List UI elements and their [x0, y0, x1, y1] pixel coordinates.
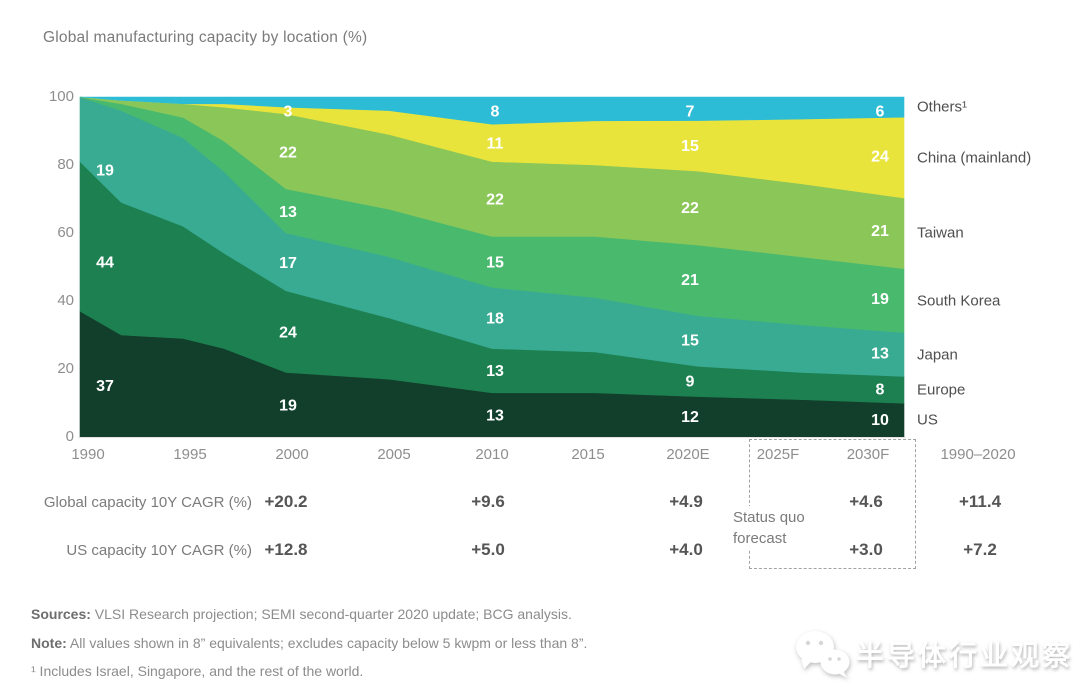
- value-label-2030-china-mainland-: 24: [871, 149, 889, 166]
- x-axis-tick: 1995: [173, 446, 207, 463]
- x-axis-tick: 1990: [71, 446, 105, 463]
- legend-item-europe: Europe: [917, 381, 966, 399]
- footer-note-text: All values shown in 8” equivalents; excl…: [66, 635, 588, 651]
- cagr-row-label: US capacity 10Y CAGR (%): [66, 542, 252, 559]
- cagr-value-2010: +5.0: [471, 540, 505, 559]
- value-label-2000-south-korea: 13: [279, 204, 297, 221]
- value-label-2000-others: 3: [284, 104, 293, 121]
- cagr-value-1990–2020: +7.2: [963, 540, 997, 559]
- value-label-2030-south-korea: 19: [871, 291, 889, 308]
- status-quo-note: Status quo forecast: [730, 506, 808, 550]
- value-label-2010-japan: 18: [486, 311, 504, 328]
- legend-item-others: Others¹: [917, 98, 968, 116]
- legend-item-taiwan: Taiwan: [917, 224, 964, 242]
- legend-item-us: US: [917, 411, 938, 429]
- x-axis-tick: 2020E: [666, 446, 710, 463]
- value-label-2020-china-mainland-: 15: [681, 138, 699, 155]
- x-axis-tick: 2005: [377, 446, 411, 463]
- value-label-2010-china-mainland-: 11: [487, 135, 504, 152]
- y-axis-tick: 40: [57, 292, 74, 309]
- value-label-2020-europe: 9: [686, 373, 695, 390]
- legend-item-japan: Japan: [917, 346, 958, 364]
- watermark: 半导体行业观察: [792, 626, 1072, 682]
- value-label-2030-us: 10: [871, 412, 889, 429]
- footer-sources: Sources: VLSI Research projection; SEMI …: [31, 606, 572, 622]
- y-axis-tick: 20: [57, 360, 74, 377]
- y-axis-tick: 80: [57, 156, 74, 173]
- x-axis-baseline: [78, 437, 906, 438]
- y-axis-tick: 60: [57, 224, 74, 241]
- value-label-2030-taiwan: 21: [871, 223, 889, 240]
- x-axis-tick: 2000: [275, 446, 309, 463]
- watermark-text: 半导体行业观察: [856, 640, 1074, 671]
- value-label-2010-others: 8: [491, 104, 500, 121]
- value-label-1990-japan: 19: [96, 162, 114, 179]
- value-label-2000-us: 19: [279, 397, 297, 414]
- value-label-1990-europe: 44: [96, 254, 114, 271]
- cagr-value-2000: +12.8: [264, 540, 308, 559]
- value-label-2030-europe: 8: [876, 381, 885, 398]
- value-label-2010-europe: 13: [486, 363, 504, 380]
- value-label-2010-taiwan: 22: [486, 192, 504, 209]
- value-label-2010-south-korea: 15: [486, 255, 504, 272]
- value-label-2030-japan: 13: [871, 346, 889, 363]
- value-label-2020-others: 7: [686, 104, 695, 121]
- status-quo-forecast-box: [749, 439, 916, 569]
- value-label-2020-us: 12: [681, 409, 699, 426]
- cagr-value-2010: +9.6: [471, 492, 505, 511]
- legend-item-china-mainland-: China (mainland): [917, 149, 1032, 167]
- value-label-2000-taiwan: 22: [279, 144, 297, 161]
- x-axis-tick: 2025F: [756, 446, 800, 463]
- value-label-2020-south-korea: 21: [681, 272, 699, 289]
- legend-item-south-korea: South Korea: [917, 292, 1001, 310]
- value-label-2020-japan: 15: [681, 332, 699, 349]
- status-quo-note-line2: forecast: [733, 530, 787, 547]
- x-axis-tick: 2030F: [846, 446, 890, 463]
- cagr-value-1990–2020: +11.4: [958, 492, 1002, 511]
- footer-note-label: Note:: [31, 635, 67, 651]
- footer-sources-text: VLSI Research projection; SEMI second-qu…: [90, 606, 572, 622]
- y-axis-tick: 100: [48, 88, 74, 105]
- footer-note: Note: All values shown in 8” equivalents…: [31, 635, 587, 651]
- x-axis-tick: 2010: [475, 446, 509, 463]
- value-label-2030-others: 6: [876, 104, 885, 121]
- cagr-value-2020E: +4.9: [669, 492, 703, 511]
- cagr-row-label: Global capacity 10Y CAGR (%): [43, 494, 252, 511]
- chart-title: Global manufacturing capacity by locatio…: [43, 29, 368, 46]
- footer-footnote: ¹ Includes Israel, Singapore, and the re…: [31, 663, 364, 679]
- cagr-value-2000: +20.2: [264, 492, 308, 511]
- area-band-others: [79, 96, 905, 125]
- y-axis-tick: 0: [65, 428, 74, 445]
- value-label-2000-europe: 24: [279, 324, 297, 341]
- wechat-icon: [796, 631, 850, 678]
- period-column-label: 1990–2020: [940, 446, 1016, 463]
- value-label-2010-us: 13: [486, 407, 504, 424]
- cagr-value-2030F: +3.0: [849, 540, 883, 559]
- footer-sources-label: Sources:: [31, 606, 91, 622]
- status-quo-note-line1: Status quo: [733, 509, 805, 526]
- x-axis-tick: 2015: [571, 446, 605, 463]
- value-label-2000-japan: 17: [279, 255, 297, 272]
- value-label-1990-us: 37: [96, 378, 114, 395]
- cagr-value-2030F: +4.6: [849, 492, 883, 511]
- value-label-2020-taiwan: 22: [681, 200, 699, 217]
- cagr-value-2020E: +4.0: [669, 540, 703, 559]
